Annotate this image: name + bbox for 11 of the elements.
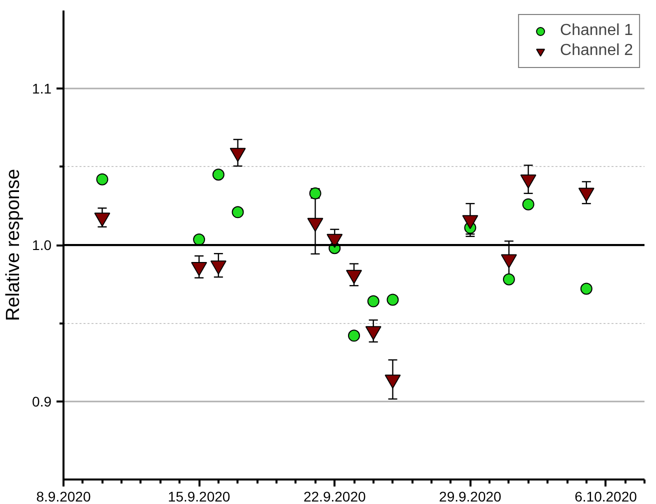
y-tick-label: 0.9 bbox=[32, 393, 52, 410]
x-tick-label: 8.9.2020 bbox=[36, 488, 91, 504]
x-tick-label: 6.10.2020 bbox=[574, 488, 638, 504]
legend-label: Channel 2 bbox=[560, 42, 633, 60]
x-tick-label: 15.9.2020 bbox=[168, 488, 230, 504]
x-tick-label: 29.9.2020 bbox=[439, 488, 502, 504]
y-axis-title: Relative response bbox=[3, 168, 24, 322]
y-tick-label: 1.1 bbox=[32, 80, 52, 97]
x-tick-label: 22.9.2020 bbox=[303, 488, 366, 504]
y-tick-label: 1.0 bbox=[32, 237, 52, 253]
legend-label: Channel 1 bbox=[560, 22, 633, 40]
